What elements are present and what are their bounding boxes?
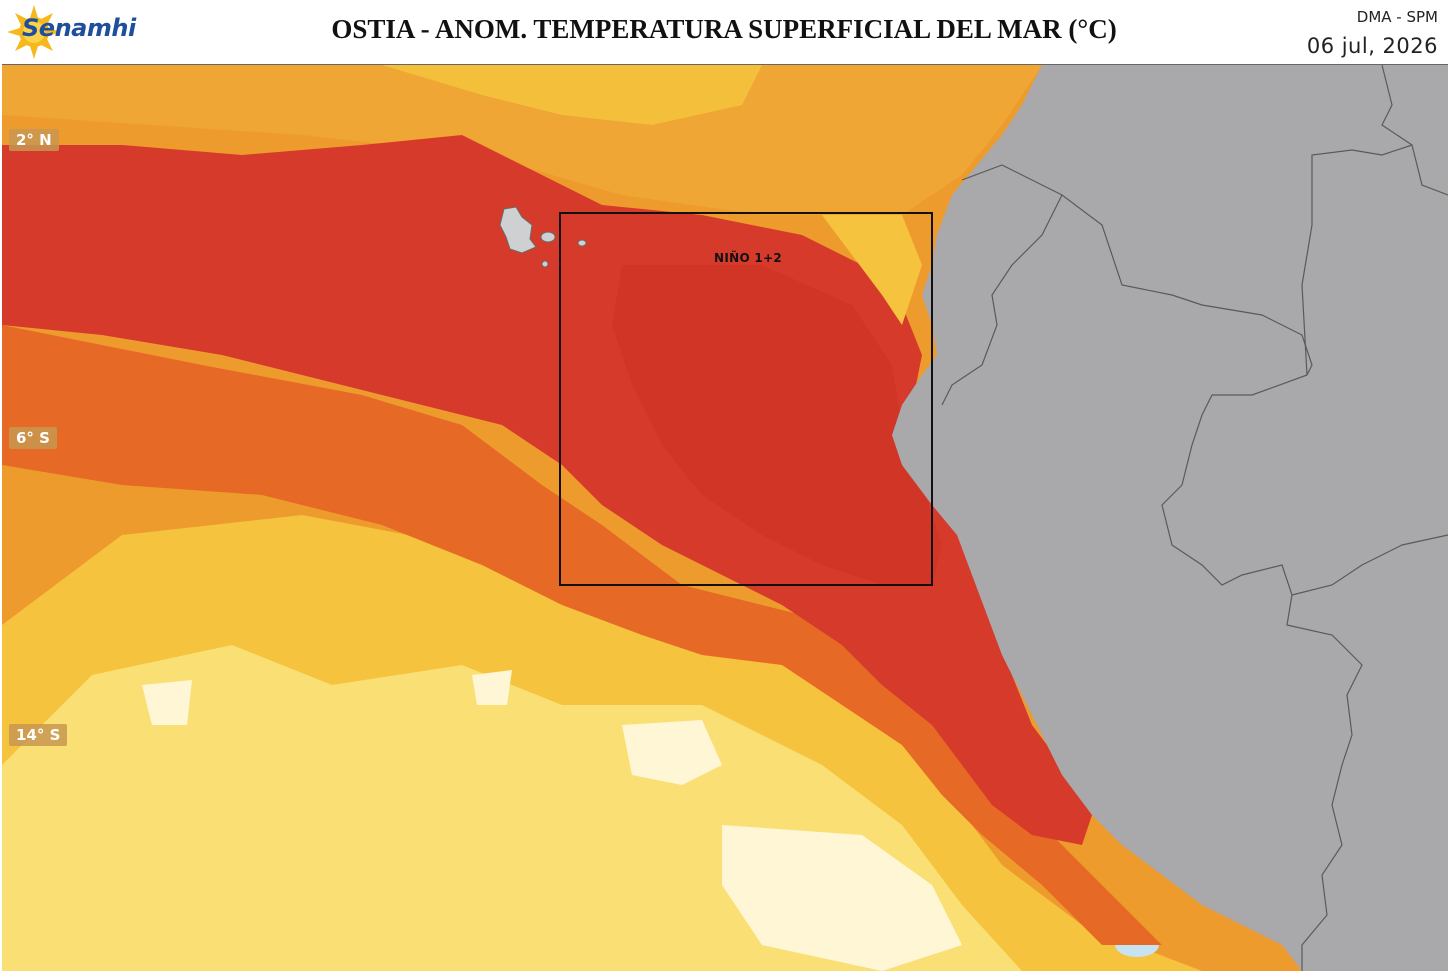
anomaly-patch-north-yellow xyxy=(382,65,762,125)
agency-label: DMA - SPM xyxy=(1356,8,1438,26)
anomaly-patch-near-zero-1 xyxy=(622,720,722,785)
anomaly-patch-near-zero-2 xyxy=(722,825,962,971)
anomaly-tongue-core xyxy=(612,265,942,585)
galapagos-islands xyxy=(499,206,587,268)
lat-label-6s: 6° S xyxy=(9,427,57,449)
nino-1-2-region-box xyxy=(559,212,933,586)
anomaly-patch-near-zero-3 xyxy=(142,680,192,725)
anomaly-coastal-strip-ecuador xyxy=(822,215,922,325)
page-title: OSTIA - ANOM. TEMPERATURA SUPERFICIAL DE… xyxy=(331,14,1117,44)
anomaly-band-mid xyxy=(2,325,1162,945)
land-south-america xyxy=(892,65,1448,971)
logo-text: Senamhi xyxy=(22,14,136,42)
date-label: 06 jul, 2026 xyxy=(1306,34,1438,58)
country-borders xyxy=(941,64,1448,971)
anomaly-patch-near-zero-4 xyxy=(472,670,512,705)
lat-label-14s: 14° S xyxy=(9,724,68,746)
header-bar: Senamhi OSTIA - ANOM. TEMPERATURA SUPERF… xyxy=(0,0,1448,64)
map-canvas xyxy=(2,64,1448,971)
nino-region-label: NIÑO 1+2 xyxy=(714,251,783,265)
sst-anomaly-map: 2° N 6° S 14° S NIÑO 1+2 xyxy=(2,64,1448,971)
lat-label-2n: 2° N xyxy=(9,129,59,151)
anomaly-band-north xyxy=(2,65,1042,215)
senamhi-logo-sun-icon xyxy=(7,5,61,59)
